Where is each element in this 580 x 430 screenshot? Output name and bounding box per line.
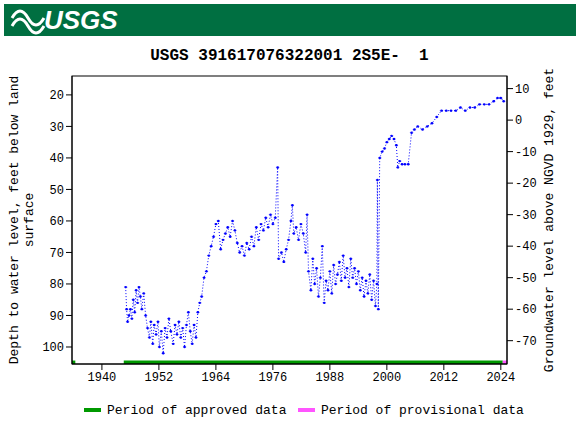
svg-text:2000: 2000 [372, 371, 401, 385]
svg-text:-20: -20 [515, 177, 537, 191]
svg-text:90: 90 [50, 310, 64, 324]
svg-text:Depth to water level, feet bel: Depth to water level, feet below landsur… [8, 76, 37, 365]
svg-text:60: 60 [50, 215, 64, 229]
svg-text:1952: 1952 [144, 371, 173, 385]
svg-text:40: 40 [50, 152, 64, 166]
svg-text:20: 20 [50, 89, 64, 103]
svg-text:1988: 1988 [315, 371, 344, 385]
svg-text:10: 10 [515, 83, 529, 97]
svg-text:-10: -10 [515, 146, 537, 160]
svg-text:Period of provisional data: Period of provisional data [321, 403, 524, 418]
svg-text:-50: -50 [515, 272, 537, 286]
svg-text:1940: 1940 [88, 371, 117, 385]
svg-text:1976: 1976 [258, 371, 287, 385]
svg-text:50: 50 [50, 184, 64, 198]
svg-text:-30: -30 [515, 209, 537, 223]
svg-text:1964: 1964 [201, 371, 230, 385]
svg-text:80: 80 [50, 278, 64, 292]
svg-text:-70: -70 [515, 335, 537, 349]
svg-text:-60: -60 [515, 303, 537, 317]
html-text:USGS: USGS [44, 5, 118, 35]
svg-text:Period of approved data: Period of approved data [107, 403, 287, 418]
svg-text:30: 30 [50, 121, 64, 135]
svg-text:Groundwater level above NGVD 1: Groundwater level above NGVD 1929, feet [542, 68, 557, 372]
svg-text:USGS 391617076322001 2S5E- 1: USGS 391617076322001 2S5E- 1 [150, 47, 428, 65]
svg-text:2012: 2012 [429, 371, 458, 385]
svg-text:0: 0 [515, 114, 522, 128]
svg-text:70: 70 [50, 247, 64, 261]
svg-text:100: 100 [42, 341, 64, 355]
svg-text:-40: -40 [515, 240, 537, 254]
svg-text:2024: 2024 [486, 371, 515, 385]
